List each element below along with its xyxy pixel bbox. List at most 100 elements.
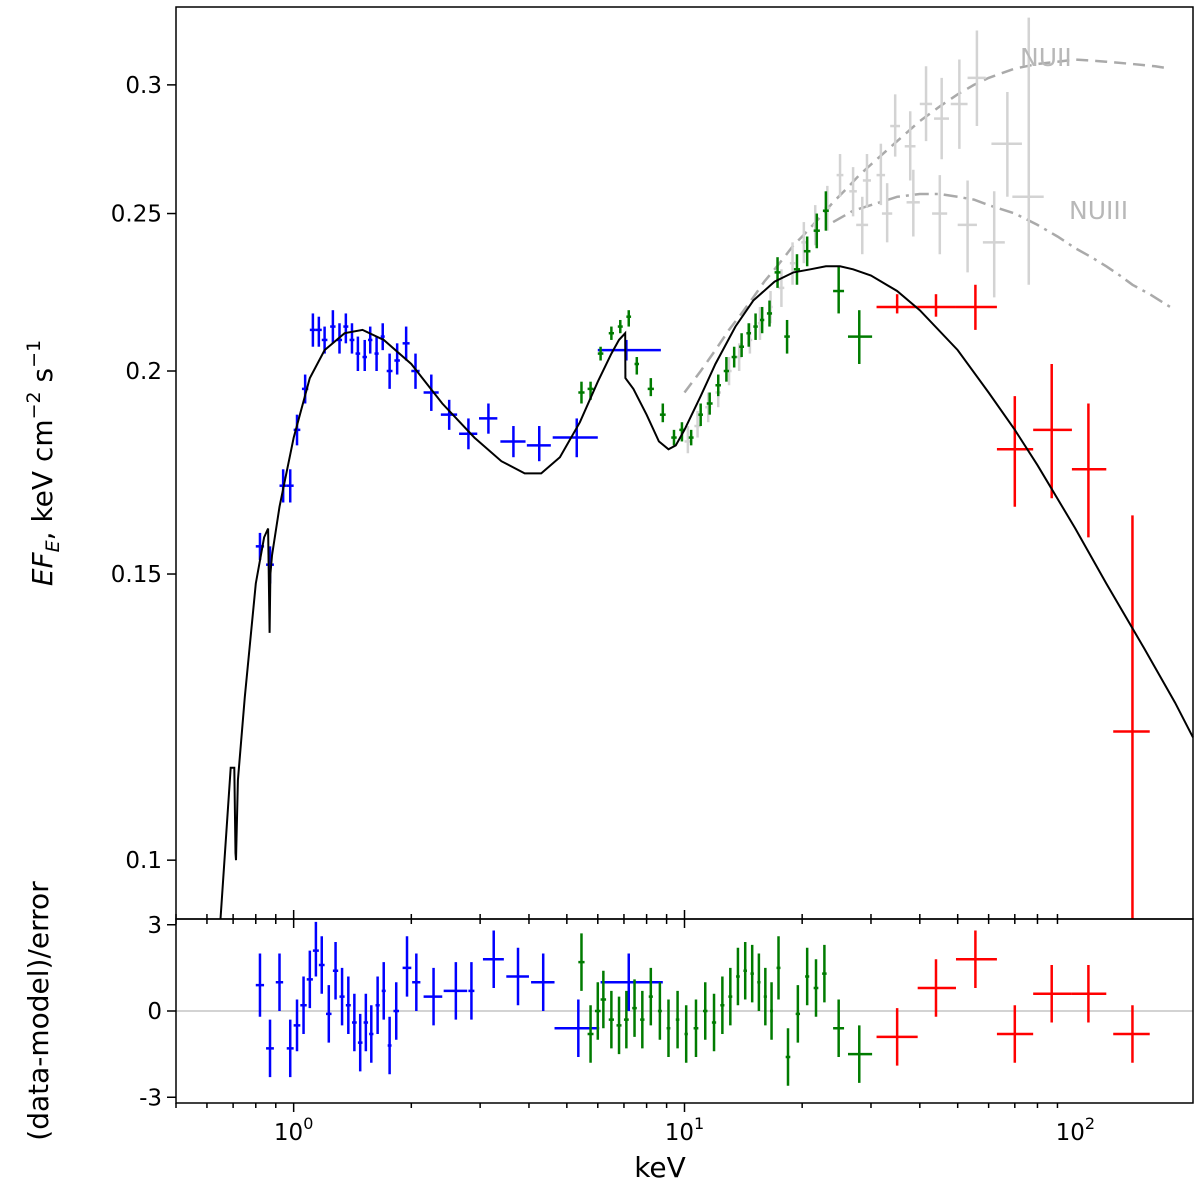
residual-data-point [640,990,645,1049]
residual-data-point [468,962,475,1020]
upper-data-point [659,403,666,423]
upper-data-point [698,403,703,427]
upper-data-point [1033,363,1072,499]
residual-data-point [720,976,725,1034]
residual-data-point [702,982,708,1040]
upper-data-point [286,469,294,503]
upper-plot-frame [175,6,1194,920]
ylabel-exp2: −1 [23,340,45,368]
upper-series-nustar-spectra-faded [684,17,1044,454]
residual-data-point [293,999,301,1052]
upper-data-point [706,392,713,415]
residual-data-point [387,1016,392,1075]
upper-series-instrument-3-hard-x-ray [876,284,1150,919]
upper-data-point [1071,403,1107,538]
nuiii-annotation: NUIII [1069,196,1128,225]
residual-data-point [412,953,421,1011]
upper-data-point [774,257,781,288]
residual-data-point [833,999,845,1057]
upper-data-point [608,326,614,340]
upper-data-point [671,429,677,446]
upper-data-point [617,319,623,334]
residual-data-point [600,970,607,1029]
residual-data-point [423,967,443,1026]
upper-data-point [793,254,801,285]
upper-y-tick-label: 0.1 [125,848,162,874]
upper-data-point [881,183,893,243]
residual-data-point [381,962,386,1020]
upper-data-point [932,175,948,255]
upper-data-point [957,180,977,273]
upper-data-point [349,323,355,354]
residual-data-point [776,936,781,1000]
residual-data-point [443,962,468,1020]
residual-data-point [917,959,956,1017]
x-tick-label: 100 [274,1114,313,1146]
residual-data-point [506,947,529,1006]
residual-data-point [339,967,345,1026]
upper-data-point [822,191,829,231]
residual-data-point [286,1019,294,1078]
upper-data-point [917,294,956,317]
upper-data-point [890,94,901,157]
upper-data-point [440,399,458,430]
upper-data-point [833,266,845,314]
residual-data-point [594,982,601,1040]
residual-data-point [1033,965,1072,1023]
upper-data-point [597,339,661,361]
residual-data-point [393,982,399,1040]
ylabel-units: , keV cm [26,419,59,540]
upper-data-point [715,374,722,397]
upper-data-point [402,326,410,361]
residual-data-point [318,936,325,994]
ylabel-subscript: E [42,540,64,552]
x-tick-label: 102 [1056,1114,1095,1146]
residual-data-point [763,967,767,1026]
residual-data-point [996,1005,1034,1063]
upper-data-point [315,316,322,347]
residual-data-point [666,999,671,1057]
model-curve-group [219,265,1194,920]
residual-data-point [876,1008,918,1066]
residual-data-point [306,950,313,1009]
residual-series-instrument-1-soft-x-ray [255,921,663,1078]
residual-data-point [357,1013,363,1072]
model-curve [219,265,1194,920]
upper-data-point [552,418,598,458]
upper-data-point [380,323,385,351]
upper-data-point [1113,515,1150,919]
residual-data-point [750,944,754,1003]
residual-data-point [312,921,319,977]
residual-data-point [369,1005,374,1063]
upper-data-point [368,326,373,354]
upper-data-point [803,236,811,267]
residual-data-point [822,944,827,1003]
upper-data-point [856,196,869,255]
residual-data-point [623,990,629,1049]
residual-data-point [711,993,717,1052]
residual-data-point [728,967,733,1026]
residual-data-point [578,933,585,991]
upper-data-point [526,426,551,462]
residual-data-point [554,999,600,1057]
residual-data-point [345,976,351,1034]
upper-data-point [982,191,1005,298]
residual-data-point [600,953,663,1011]
lower-y-ticks: -3 0 3 [139,913,176,1111]
residual-data-point [743,942,747,1000]
residual-data-point [531,953,555,1011]
residual-panel: -3 0 3 100 101 102 (data-model)/error keV [22,881,1194,1184]
residual-data-point [332,942,339,1000]
upper-data-point [813,213,820,249]
upper-data-point [876,294,918,314]
residual-data-point [255,953,265,1017]
upper-data-point [906,169,920,237]
residual-data-point [326,985,332,1043]
upper-data-point [801,222,807,264]
residual-data-point [684,1005,688,1063]
upper-y-tick-label: 0.15 [111,562,162,588]
spectrum-panel: 0.1 0.15 0.2 0.25 0.3 NUII NUIII EFE, keV cm… [23,6,1194,928]
upper-y-ticks: 0.1 0.15 0.2 0.25 0.3 [111,73,176,874]
upper-data-point [778,269,785,307]
lower-data-points [255,921,1150,1086]
